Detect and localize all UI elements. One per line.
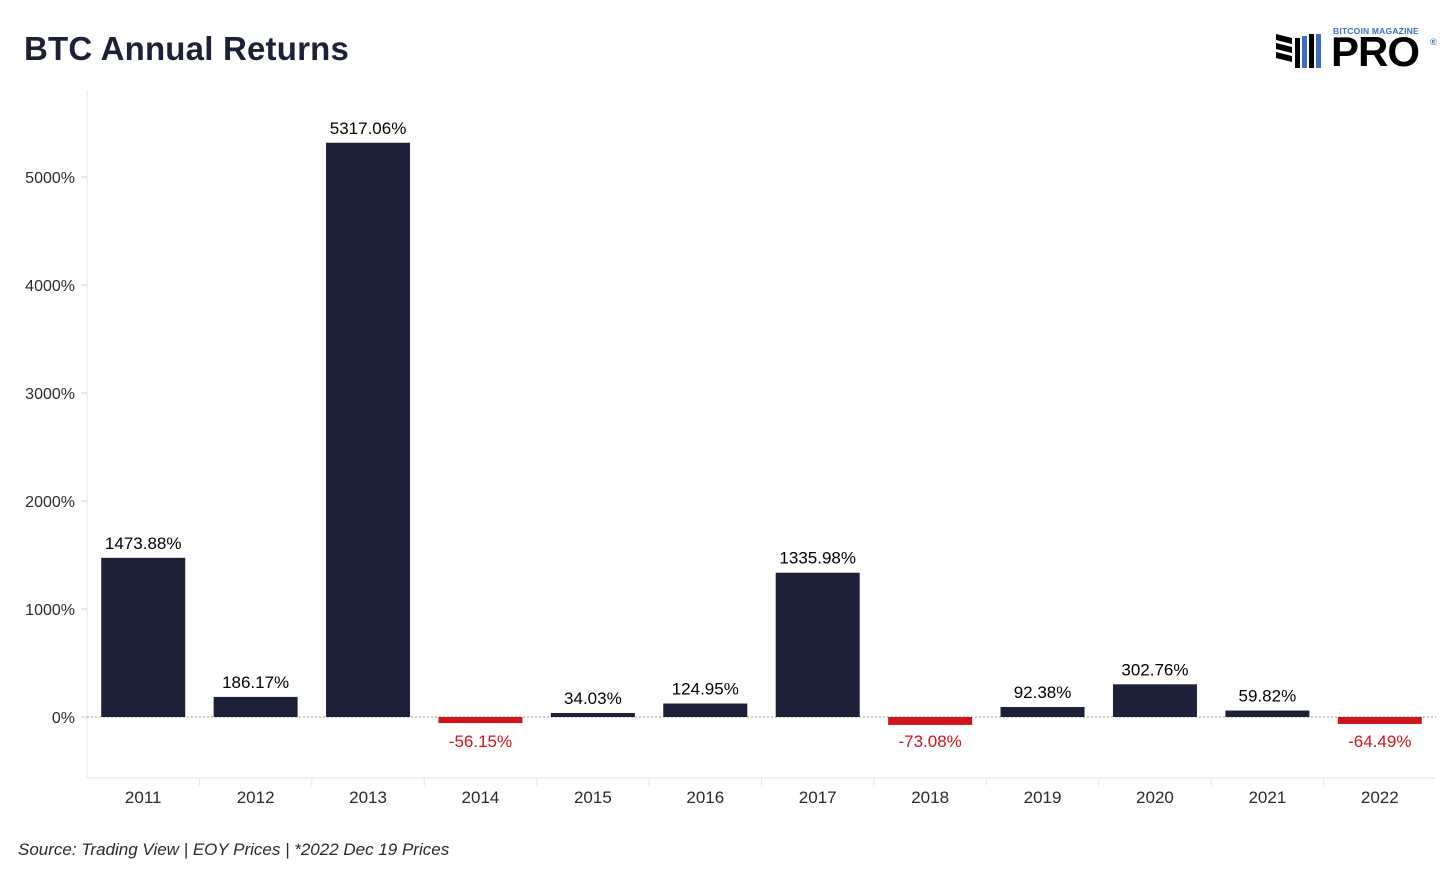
bar-2013 <box>326 142 411 718</box>
bar-2017 <box>775 572 860 717</box>
bar-2019 <box>1000 707 1085 717</box>
data-label-2014: -56.15% <box>449 732 512 751</box>
x-tick-label: 2012 <box>237 788 275 807</box>
data-label-2015: 34.03% <box>564 689 622 708</box>
bar-2022 <box>1337 717 1422 724</box>
logo-registered-mark: ® <box>1430 37 1437 47</box>
source-note: Source: Trading View | EOY Prices | *202… <box>18 840 450 859</box>
x-tick-label: 2018 <box>911 788 949 807</box>
bar-2016 <box>663 703 748 717</box>
y-tick-label: 1000% <box>25 602 75 619</box>
x-tick-label: 2015 <box>574 788 612 807</box>
x-tick-label: 2016 <box>686 788 724 807</box>
x-tick-label: 2014 <box>462 788 500 807</box>
y-tick-label: 2000% <box>25 494 75 511</box>
data-label-2011: 1473.88% <box>105 534 182 553</box>
x-tick-label: 2020 <box>1136 788 1174 807</box>
data-label-2016: 124.95% <box>672 680 739 699</box>
x-tick-label: 2019 <box>1024 788 1062 807</box>
bar-2018 <box>888 717 973 725</box>
data-label-2012: 186.17% <box>222 673 289 692</box>
data-label-2022: -64.49% <box>1348 732 1411 751</box>
logo-big-text: PRO <box>1331 28 1420 75</box>
bar-2014 <box>438 717 523 724</box>
data-label-2013: 5317.06% <box>330 119 407 138</box>
data-label-2021: 59.82% <box>1239 687 1297 706</box>
y-tick-label: 4000% <box>25 278 75 295</box>
data-label-2020: 302.76% <box>1121 660 1188 679</box>
x-tick-label: 2017 <box>799 788 837 807</box>
logo-bars-icon <box>1276 34 1321 68</box>
x-tick-label: 2021 <box>1248 788 1286 807</box>
x-tick-label: 2013 <box>349 788 387 807</box>
bar-2011 <box>101 557 186 717</box>
bar-2021 <box>1225 710 1310 717</box>
bar-2012 <box>213 696 298 717</box>
logo-small-text: BITCOIN MAGAZINE <box>1333 26 1419 36</box>
y-tick-label: 0% <box>52 710 75 727</box>
x-tick-label: 2022 <box>1361 788 1399 807</box>
bar-2015 <box>550 713 635 717</box>
bitcoin-magazine-pro-logo: BITCOIN MAGAZINE PRO ® <box>1276 24 1440 76</box>
data-label-2018: -73.08% <box>898 732 961 751</box>
x-tick-label: 2011 <box>125 788 162 807</box>
bar-2020 <box>1112 684 1197 717</box>
y-tick-label: 3000% <box>25 386 75 403</box>
data-label-2019: 92.38% <box>1014 683 1072 702</box>
y-tick-label: 5000% <box>25 170 75 187</box>
data-label-2017: 1335.98% <box>779 549 856 568</box>
chart-title: BTC Annual Returns <box>24 30 350 67</box>
